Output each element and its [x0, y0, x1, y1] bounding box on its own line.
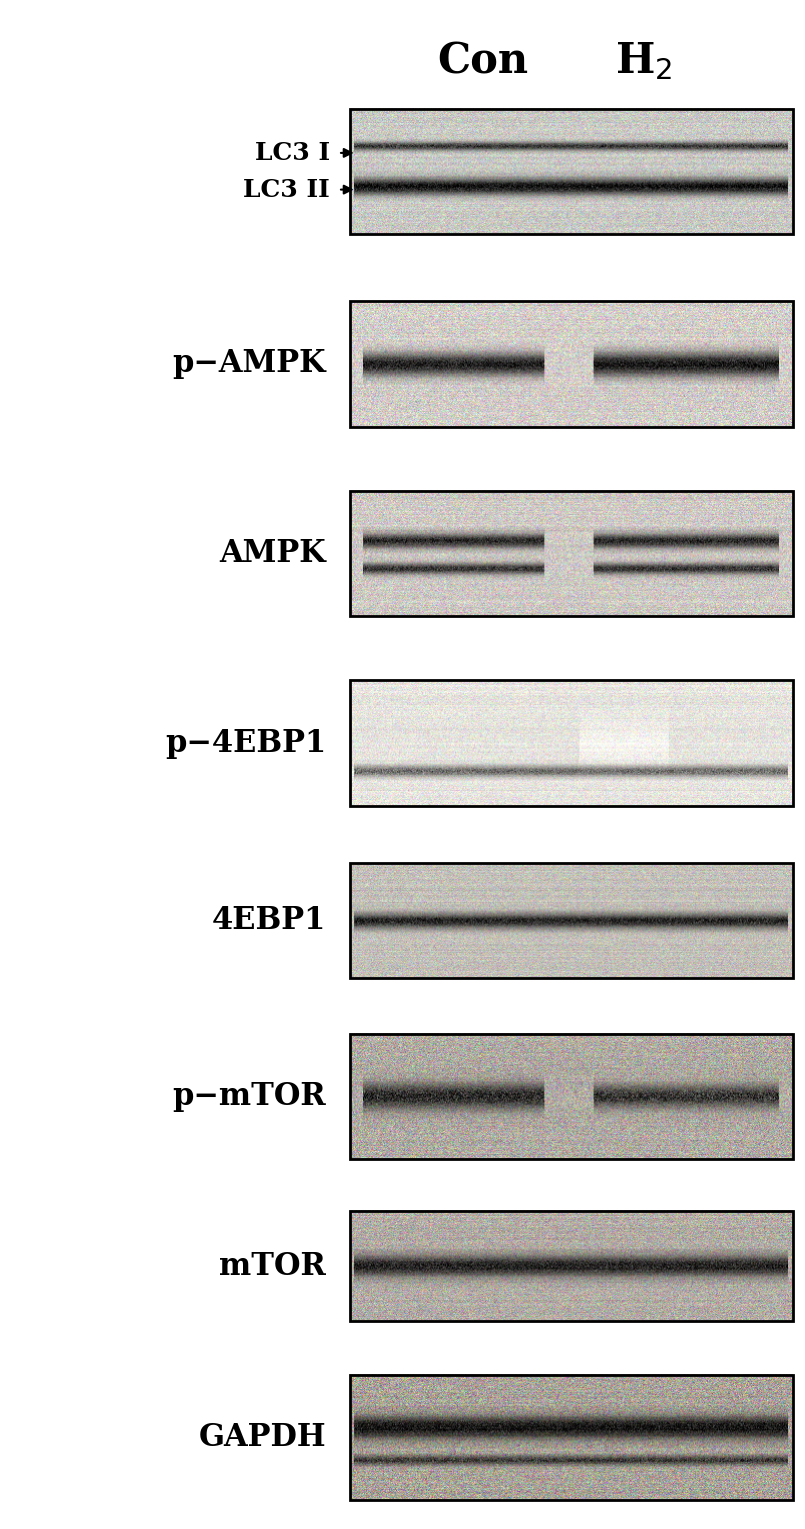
Bar — [350, 1375, 793, 1500]
Bar — [350, 862, 793, 979]
Text: p−mTOR: p−mTOR — [172, 1081, 326, 1112]
Text: 4EBP1: 4EBP1 — [212, 905, 326, 936]
Text: AMPK: AMPK — [219, 538, 326, 569]
Bar — [350, 491, 793, 616]
Text: H$_2$: H$_2$ — [615, 40, 673, 83]
Bar — [350, 1211, 793, 1321]
Bar — [350, 301, 793, 427]
Text: Con: Con — [437, 40, 529, 83]
Text: GAPDH: GAPDH — [198, 1422, 326, 1453]
Text: p−4EBP1: p−4EBP1 — [165, 728, 326, 758]
Text: mTOR: mTOR — [219, 1251, 326, 1281]
Bar — [350, 680, 793, 806]
Bar — [350, 109, 793, 234]
Text: p−AMPK: p−AMPK — [172, 349, 326, 379]
Bar — [350, 1034, 793, 1159]
Text: LC3 II: LC3 II — [243, 177, 330, 202]
Text: LC3 I: LC3 I — [255, 141, 330, 165]
